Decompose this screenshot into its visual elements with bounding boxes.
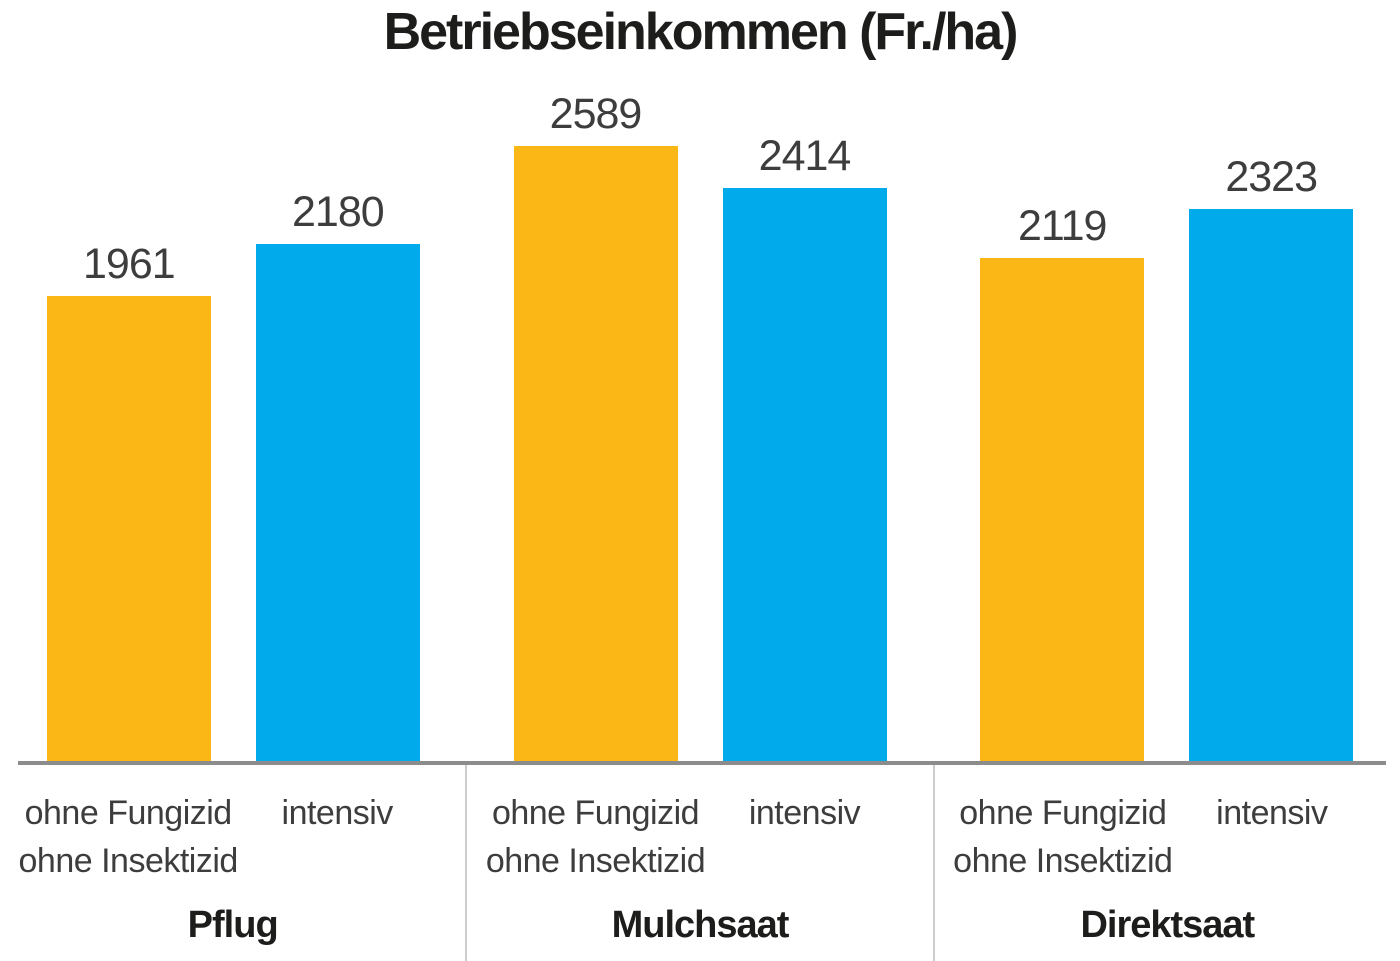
bar-column: 2119 xyxy=(980,202,1145,764)
bar-group-mulchsaat: 2589 2414 xyxy=(467,0,934,764)
bar-ohne-fungizid-insektizid xyxy=(513,146,678,764)
series-label-intensiv: intensiv xyxy=(255,789,419,886)
series-label-line: ohne Fungizid xyxy=(491,794,700,832)
series-label-line: ohne Insektizid xyxy=(485,842,706,881)
series-labels-row: ohne Fungizid ohne Insektizid intensiv xyxy=(935,789,1400,886)
bar-column: 1961 xyxy=(46,240,211,764)
series-label-line: ohne Fungizid xyxy=(959,794,1167,832)
bar-column: 2589 xyxy=(513,90,678,764)
series-labels-row: ohne Fungizid ohne Insektizid intensiv xyxy=(0,789,465,886)
series-label-intensiv: intensiv xyxy=(1190,789,1354,886)
series-label-line: intensiv xyxy=(748,794,861,832)
bar-group-pflug: 1961 2180 xyxy=(0,0,467,764)
bar-ohne-fungizid-insektizid xyxy=(980,258,1145,764)
label-group-direktsaat: ohne Fungizid ohne Insektizid intensiv Dire… xyxy=(932,765,1400,961)
x-axis-line xyxy=(18,761,1386,765)
series-label-line: ohne Insektizid xyxy=(18,842,239,881)
bar-value-label: 2414 xyxy=(758,132,852,180)
bar-intensiv xyxy=(255,244,420,764)
category-label-mulchsaat: Mulchsaat xyxy=(611,904,790,946)
bar-ohne-fungizid-insektizid xyxy=(46,296,211,764)
label-group-mulchsaat: ohne Fungizid ohne Insektizid intensiv Mulc… xyxy=(465,765,932,961)
series-label-line: intensiv xyxy=(281,794,394,832)
bar-column: 2414 xyxy=(722,132,887,764)
label-group-pflug: ohne Fungizid ohne Insektizid intensiv Pflu… xyxy=(0,765,465,961)
bar-value-label: 2119 xyxy=(1017,202,1107,250)
series-label-line: intensiv xyxy=(1216,794,1328,832)
bar-value-label: 2323 xyxy=(1225,153,1318,201)
bar-value-label: 2180 xyxy=(291,188,385,236)
bar-column: 2180 xyxy=(255,188,420,764)
bar-intensiv xyxy=(1189,209,1354,764)
bar-value-label: 1961 xyxy=(82,240,176,288)
series-labels-row: ohne Fungizid ohne Insektizid intensiv xyxy=(467,789,932,886)
bar-intensiv xyxy=(722,188,887,764)
series-label-ohne: ohne Fungizid ohne Insektizid xyxy=(953,789,1173,886)
axis-labels-area: ohne Fungizid ohne Insektizid intensiv Pflu… xyxy=(0,765,1400,961)
bar-group-direktsaat: 2119 2323 xyxy=(933,0,1400,764)
series-label-ohne: ohne Fungizid ohne Insektizid xyxy=(486,789,706,886)
chart-title: Betriebseinkommen (Fr./ha) xyxy=(383,3,1019,61)
category-label-pflug: Pflug xyxy=(187,904,279,946)
category-label-direktsaat: Direktsaat xyxy=(1080,904,1255,946)
bar-value-label: 2589 xyxy=(549,90,643,138)
series-label-line: ohne Insektizid xyxy=(953,842,1173,881)
bar-column: 2323 xyxy=(1189,153,1354,764)
series-label-intensiv: intensiv xyxy=(722,789,886,886)
plot-area: 1961 2180 2589 2414 2119 2323 xyxy=(0,0,1400,764)
series-label-line: ohne Fungizid xyxy=(24,794,233,832)
series-label-ohne: ohne Fungizid ohne Insektizid xyxy=(19,789,239,886)
